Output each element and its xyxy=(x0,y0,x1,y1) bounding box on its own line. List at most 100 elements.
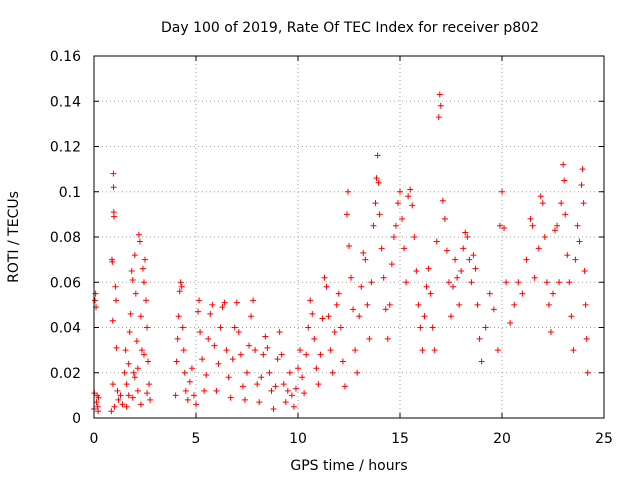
data-point xyxy=(140,279,147,286)
data-point xyxy=(370,222,377,229)
data-point xyxy=(490,306,497,313)
data-point xyxy=(352,347,359,354)
y-axis-title: ROTI / TECUs xyxy=(6,191,22,283)
data-point xyxy=(374,152,381,159)
data-point xyxy=(552,227,559,234)
data-point xyxy=(527,215,534,222)
data-point xyxy=(376,211,383,218)
data-point xyxy=(358,283,365,290)
data-point xyxy=(362,256,369,263)
data-point xyxy=(309,310,316,317)
data-point xyxy=(227,394,234,401)
data-point xyxy=(113,344,120,351)
data-point xyxy=(196,297,203,304)
data-point xyxy=(344,188,351,195)
data-points xyxy=(91,91,591,415)
data-point xyxy=(142,256,148,263)
y-tick-label: 0.02 xyxy=(50,366,81,382)
data-point xyxy=(519,290,526,297)
data-point xyxy=(384,335,391,342)
data-point xyxy=(184,396,191,403)
data-point xyxy=(246,342,253,349)
data-point xyxy=(348,274,355,281)
data-point xyxy=(319,315,326,322)
data-point xyxy=(190,392,197,399)
data-point xyxy=(264,344,271,351)
data-point xyxy=(499,188,505,195)
data-point xyxy=(543,279,550,286)
data-point xyxy=(407,186,414,193)
y-tick-label: 0.08 xyxy=(50,230,81,246)
data-point xyxy=(140,351,147,358)
data-point xyxy=(403,279,410,286)
data-point xyxy=(143,297,150,304)
y-tick-label: 0.14 xyxy=(50,94,81,110)
data-point xyxy=(313,365,320,372)
data-point xyxy=(335,290,342,297)
data-point xyxy=(129,394,136,401)
data-point xyxy=(386,301,393,308)
data-point xyxy=(260,351,267,358)
data-point xyxy=(186,378,193,385)
data-point xyxy=(173,358,180,365)
data-point xyxy=(268,387,275,394)
data-point xyxy=(266,369,273,376)
data-point xyxy=(321,274,328,281)
data-point xyxy=(174,335,181,342)
data-point xyxy=(209,301,216,308)
data-point xyxy=(131,252,138,259)
data-point xyxy=(382,306,389,313)
data-point xyxy=(248,313,255,320)
data-point xyxy=(188,365,195,372)
data-point xyxy=(213,387,220,394)
data-point xyxy=(110,184,117,191)
data-point xyxy=(531,274,538,281)
data-point xyxy=(286,369,293,376)
data-point xyxy=(299,374,306,381)
data-point xyxy=(130,369,137,376)
data-point xyxy=(233,299,240,306)
data-point xyxy=(503,279,510,286)
data-point xyxy=(221,299,228,306)
data-point xyxy=(439,197,446,204)
data-point xyxy=(276,329,283,336)
data-point xyxy=(203,372,210,379)
chart-title: Day 100 of 2019, Rate Of TEC Index for r… xyxy=(161,20,539,36)
data-point xyxy=(425,265,432,272)
data-point xyxy=(119,401,126,408)
data-point xyxy=(172,392,179,399)
data-point xyxy=(197,329,204,336)
data-point xyxy=(178,283,185,290)
data-point xyxy=(562,211,569,218)
data-point xyxy=(545,301,552,308)
data-point xyxy=(421,313,428,320)
data-point xyxy=(147,396,154,403)
data-point xyxy=(354,369,361,376)
data-point xyxy=(584,369,591,376)
grid xyxy=(94,56,604,418)
data-point xyxy=(409,202,416,209)
data-point xyxy=(110,213,117,220)
data-point xyxy=(411,234,418,240)
data-point xyxy=(507,319,514,326)
data-point xyxy=(452,256,459,263)
data-point xyxy=(429,324,436,331)
data-point xyxy=(125,392,132,399)
data-point xyxy=(470,252,477,259)
data-point xyxy=(579,166,586,173)
data-point xyxy=(472,265,479,272)
data-point xyxy=(270,405,277,412)
data-point xyxy=(146,381,153,388)
data-point xyxy=(254,381,261,388)
data-point xyxy=(572,256,579,263)
x-tick-label: 10 xyxy=(289,431,307,447)
data-point xyxy=(179,324,186,331)
data-point xyxy=(262,333,269,340)
data-point xyxy=(109,381,116,388)
data-point xyxy=(581,267,588,274)
y-tick-label: 0 xyxy=(72,411,81,427)
data-point xyxy=(375,179,382,186)
data-point xyxy=(317,351,324,358)
data-point xyxy=(535,245,542,252)
data-point xyxy=(144,324,151,331)
